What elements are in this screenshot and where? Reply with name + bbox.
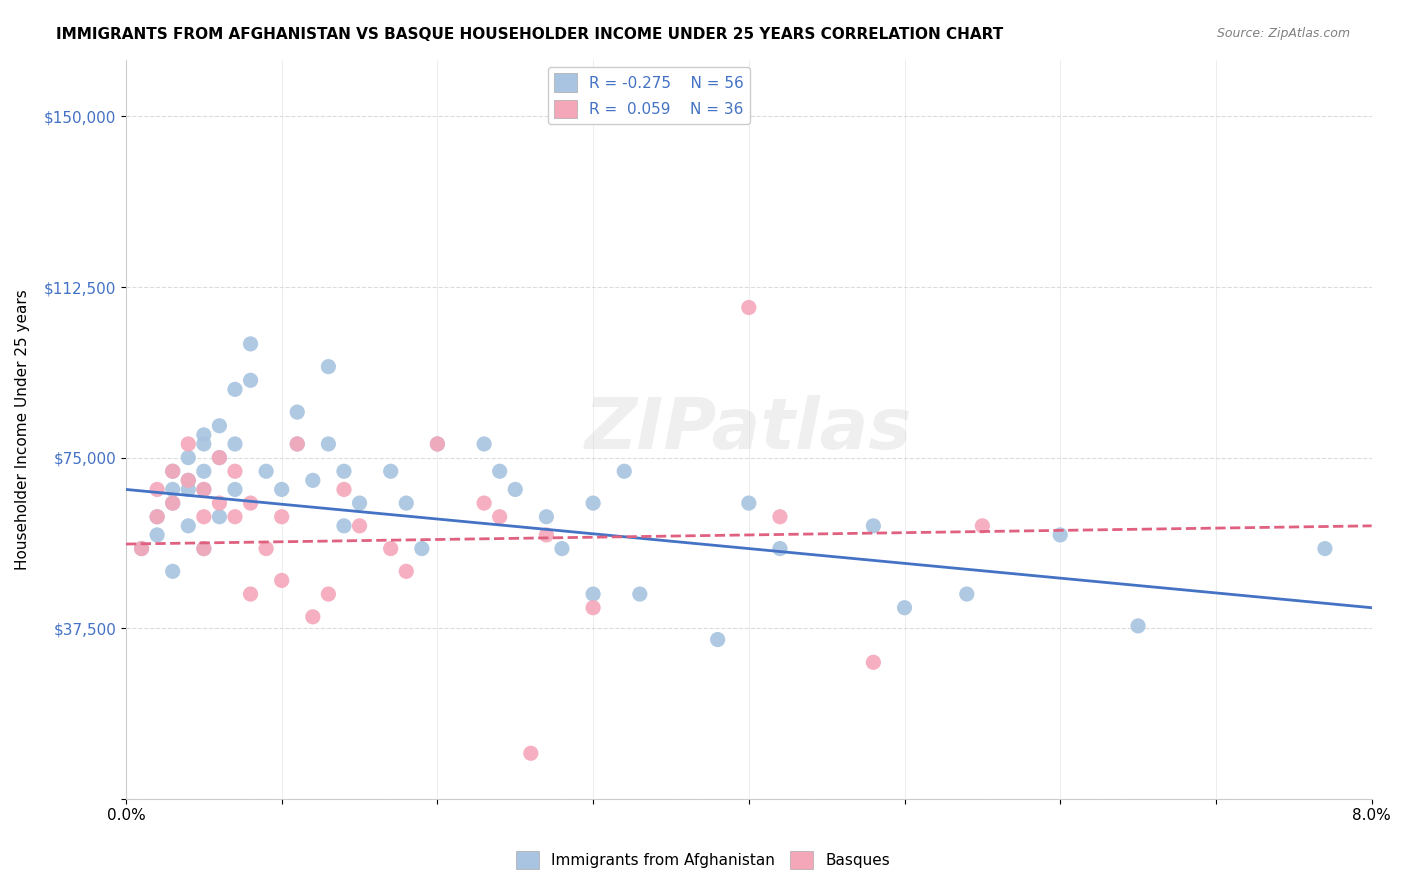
Point <box>628 587 651 601</box>
Point <box>270 574 292 588</box>
Point <box>162 464 184 478</box>
Point <box>536 509 558 524</box>
Point <box>426 437 449 451</box>
Point <box>224 509 246 524</box>
Point <box>301 609 323 624</box>
Point <box>503 483 526 497</box>
Point <box>318 437 340 451</box>
Point <box>146 509 169 524</box>
Point <box>956 587 979 601</box>
Point <box>551 541 574 556</box>
Point <box>380 541 402 556</box>
Point <box>177 437 200 451</box>
Point <box>162 496 184 510</box>
Point <box>177 450 200 465</box>
Point <box>1049 528 1071 542</box>
Point <box>208 450 231 465</box>
Legend: R = -0.275    N = 56, R =  0.059    N = 36: R = -0.275 N = 56, R = 0.059 N = 36 <box>548 67 751 124</box>
Point <box>270 509 292 524</box>
Point <box>177 483 200 497</box>
Point <box>254 464 277 478</box>
Point <box>254 541 277 556</box>
Point <box>162 564 184 578</box>
Point <box>536 528 558 542</box>
Point <box>349 496 371 510</box>
Point <box>426 437 449 451</box>
Text: ZIPatlas: ZIPatlas <box>585 394 912 464</box>
Point <box>582 600 605 615</box>
Point <box>177 519 200 533</box>
Point <box>131 541 153 556</box>
Point <box>301 474 323 488</box>
Legend: Immigrants from Afghanistan, Basques: Immigrants from Afghanistan, Basques <box>510 845 896 875</box>
Point <box>613 464 636 478</box>
Point <box>520 746 543 760</box>
Point <box>769 509 792 524</box>
Point <box>177 474 200 488</box>
Point <box>769 541 792 556</box>
Point <box>972 519 994 533</box>
Point <box>131 541 153 556</box>
Point <box>162 483 184 497</box>
Point <box>333 483 356 497</box>
Point <box>146 483 169 497</box>
Point <box>706 632 728 647</box>
Point <box>146 528 169 542</box>
Point <box>318 359 340 374</box>
Point <box>239 337 262 351</box>
Point <box>224 383 246 397</box>
Point <box>193 541 215 556</box>
Point <box>738 496 761 510</box>
Point <box>208 496 231 510</box>
Point <box>411 541 433 556</box>
Point <box>162 464 184 478</box>
Point <box>893 600 915 615</box>
Point <box>270 483 292 497</box>
Point <box>738 301 761 315</box>
Point <box>224 483 246 497</box>
Point <box>1313 541 1336 556</box>
Point <box>193 541 215 556</box>
Point <box>472 496 495 510</box>
Point <box>333 464 356 478</box>
Point <box>208 418 231 433</box>
Point <box>224 464 246 478</box>
Point <box>862 519 884 533</box>
Point <box>224 437 246 451</box>
Point <box>285 437 308 451</box>
Point <box>285 437 308 451</box>
Point <box>193 483 215 497</box>
Point <box>177 474 200 488</box>
Point <box>395 564 418 578</box>
Point <box>239 373 262 387</box>
Y-axis label: Householder Income Under 25 years: Householder Income Under 25 years <box>15 289 30 570</box>
Point <box>472 437 495 451</box>
Text: IMMIGRANTS FROM AFGHANISTAN VS BASQUE HOUSEHOLDER INCOME UNDER 25 YEARS CORRELAT: IMMIGRANTS FROM AFGHANISTAN VS BASQUE HO… <box>56 27 1004 42</box>
Point <box>349 519 371 533</box>
Point <box>193 464 215 478</box>
Point <box>208 450 231 465</box>
Point <box>285 405 308 419</box>
Point <box>318 587 340 601</box>
Point <box>395 496 418 510</box>
Text: Source: ZipAtlas.com: Source: ZipAtlas.com <box>1216 27 1350 40</box>
Point <box>333 519 356 533</box>
Point <box>862 655 884 669</box>
Point <box>582 587 605 601</box>
Point <box>162 496 184 510</box>
Point <box>488 464 510 478</box>
Point <box>193 483 215 497</box>
Point <box>193 428 215 442</box>
Point <box>208 509 231 524</box>
Point <box>380 464 402 478</box>
Point <box>239 587 262 601</box>
Point <box>488 509 510 524</box>
Point <box>239 496 262 510</box>
Point <box>193 509 215 524</box>
Point <box>1126 619 1149 633</box>
Point <box>582 496 605 510</box>
Point <box>146 509 169 524</box>
Point <box>193 437 215 451</box>
